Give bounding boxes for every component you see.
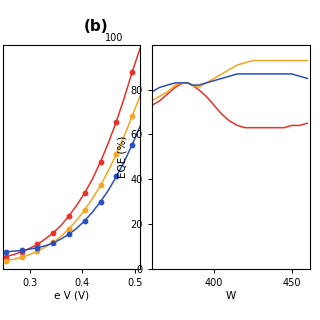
Y-axis label: EQE (%): EQE (%) — [118, 136, 128, 178]
X-axis label: W: W — [226, 291, 236, 300]
Text: (b): (b) — [84, 19, 109, 34]
X-axis label: e V (V): e V (V) — [54, 291, 89, 300]
Text: 100: 100 — [105, 33, 124, 43]
